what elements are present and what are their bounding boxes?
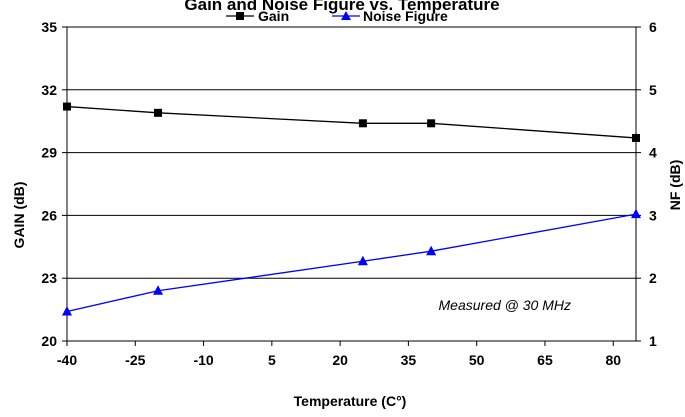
gain-data-point — [427, 119, 436, 128]
plot-area-frame — [66, 26, 637, 342]
noise-figure-data-point — [357, 255, 368, 266]
noise-figure-data-point — [631, 208, 641, 219]
gain-data-point — [63, 102, 71, 111]
x-tick-label: 35 — [401, 352, 417, 368]
x-tick-label: -25 — [125, 352, 145, 368]
right-y-axis-ticks: 1 2 3 4 5 6 — [636, 19, 657, 349]
y-tick-label: 26 — [41, 207, 57, 223]
gain-data-point — [632, 133, 640, 142]
chart-title: Gain and Noise Figure vs. Temperature — [184, 0, 499, 14]
x-tick-label: 65 — [537, 352, 553, 368]
y2-tick-label: 1 — [649, 333, 657, 349]
y-tick-label: 32 — [41, 82, 57, 98]
measurement-annotation: Measured @ 30 MHz — [439, 297, 571, 313]
gain-series-line — [66, 105, 637, 139]
noise-figure-data-point — [426, 245, 437, 256]
series-layer — [62, 102, 641, 316]
y-tick-label: 20 — [41, 333, 57, 349]
noise-figure-data-point — [62, 305, 72, 316]
y2-tick-label: 2 — [649, 270, 657, 286]
legend-gain-marker — [236, 12, 244, 20]
legend-nf-label: Noise Figure — [363, 8, 448, 24]
noise-figure-data-point — [153, 285, 164, 295]
right-y-axis-title: NF (dB) — [667, 160, 683, 211]
legend-nf-marker — [341, 11, 351, 20]
y-tick-label: 29 — [41, 145, 57, 161]
x-axis-ticks: -40 -25 -10 5 20 35 50 65 80 — [57, 341, 621, 368]
gridlines — [67, 89, 636, 279]
y-tick-label: 23 — [41, 270, 57, 286]
left-y-axis-title: GAIN (dB) — [11, 182, 27, 249]
y2-tick-label: 6 — [649, 19, 657, 35]
y2-tick-label: 3 — [649, 207, 657, 223]
x-axis-title: Temperature (C°) — [294, 393, 407, 409]
y2-tick-label: 5 — [649, 82, 657, 98]
y2-tick-label: 4 — [649, 145, 657, 161]
x-tick-label: 50 — [469, 352, 485, 368]
left-y-axis-ticks: 20 23 26 29 32 35 — [41, 19, 67, 349]
x-tick-label: -10 — [193, 352, 213, 368]
x-tick-label: 80 — [605, 352, 621, 368]
x-tick-label: 20 — [332, 352, 348, 368]
legend-entry-gain: Gain — [226, 8, 289, 24]
legend: Gain Noise Figure — [226, 8, 448, 24]
x-tick-label: 5 — [268, 352, 276, 368]
x-tick-label: -40 — [57, 352, 77, 368]
legend-entry-noise-figure: Noise Figure — [332, 8, 448, 24]
y-tick-label: 35 — [41, 19, 57, 35]
legend-gain-label: Gain — [258, 8, 289, 24]
gain-data-point — [358, 119, 367, 128]
gain-data-point — [154, 108, 163, 117]
